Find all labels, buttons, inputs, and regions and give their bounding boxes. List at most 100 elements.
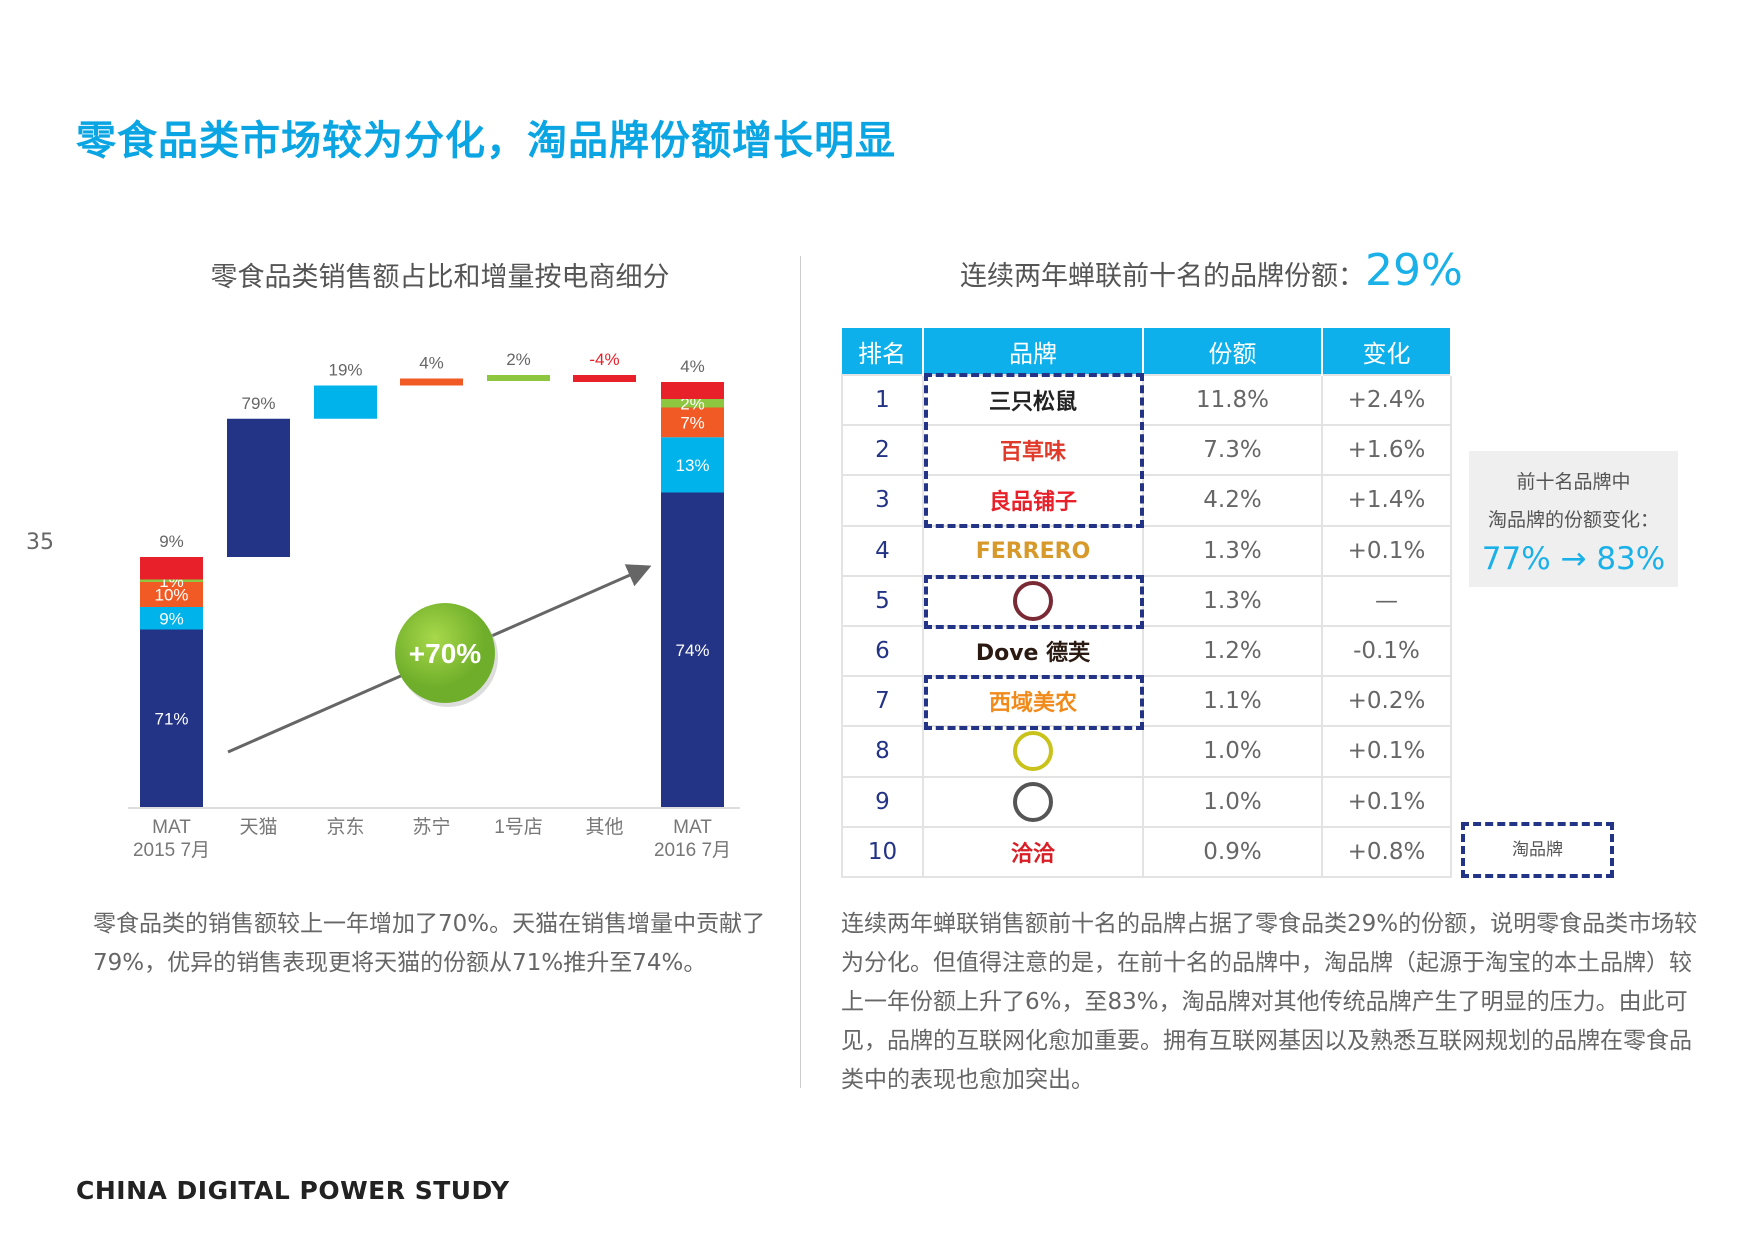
header-brand: 品牌 — [923, 328, 1144, 375]
right-title: 连续两年蝉联前十名的品牌份额：29% — [960, 245, 1463, 296]
rank-cell: 4 — [841, 524, 924, 577]
x-tick-label: 苏宁 — [412, 816, 450, 838]
bar-increment — [227, 418, 290, 557]
bar-segment-end — [661, 407, 724, 438]
bar-segment-end — [661, 399, 724, 408]
change-cell: +2.4% — [1321, 373, 1452, 427]
change-cell: -0.1% — [1321, 624, 1452, 678]
brand-logo-icon: 洽洽 — [1010, 841, 1055, 867]
brand-table: 排名 品牌 份额 变化 1 三只松鼠 11.8% +2.4% 2 百草味 7.3%… — [841, 328, 1452, 878]
bar-segment-end — [661, 437, 724, 493]
header-share: 份额 — [1143, 328, 1323, 375]
share-cell: 1.3% — [1142, 524, 1323, 577]
rank-cell: 6 — [841, 624, 924, 678]
rank-cell: 3 — [841, 474, 924, 527]
brand-logo-icon — [1013, 731, 1053, 772]
brand-logo-cell: 百草味 — [922, 424, 1144, 477]
tao-brand-legend: 淘品牌 — [1461, 822, 1614, 878]
page-number: 35 — [26, 530, 54, 555]
footer: CHINA DIGITAL POWER STUDY — [76, 1176, 510, 1205]
rank-cell: 8 — [841, 725, 924, 778]
brand-logo-icon: Dove 德芙 — [975, 641, 1091, 667]
bar-segment-start — [140, 629, 203, 807]
bar-segment-start — [140, 607, 203, 630]
data-label: 4% — [419, 354, 444, 373]
table-row: 8 1.0% +0.1% — [841, 725, 1452, 778]
rank-cell: 7 — [841, 675, 924, 728]
data-label: 4% — [680, 357, 705, 376]
share-cell: 4.2% — [1142, 474, 1323, 527]
rank-cell: 2 — [841, 424, 924, 477]
table-row: 9 1.0% +0.1% — [841, 775, 1452, 828]
table-row: 1 三只松鼠 11.8% +2.4% — [841, 373, 1452, 427]
tao-brand-summary-box: 前十名品牌中 淘品牌的份额变化： 77% → 83% — [1469, 451, 1678, 587]
rank-cell: 1 — [841, 373, 924, 427]
header-change: 变化 — [1322, 328, 1452, 375]
table-row: 10 洽洽 0.9% +0.8% — [841, 825, 1452, 878]
table-header: 排名 品牌 份额 变化 — [842, 328, 1452, 375]
right-title-value: 29% — [1365, 245, 1463, 296]
brand-logo-icon: 三只松鼠 — [988, 390, 1077, 416]
brand-logo-icon: 西域美农 — [988, 691, 1077, 717]
header-rank: 排名 — [842, 328, 924, 375]
waterfall-chart: 71%9%10%1%9%79%19% 4% 2% -4%74%13%7%2%4%MAT… — [128, 350, 740, 861]
data-label: 79% — [241, 394, 275, 413]
x-tick-label: 2015 7月 — [133, 840, 210, 861]
share-cell: 1.3% — [1142, 574, 1323, 627]
brand-logo-cell: 洽洽 — [922, 825, 1144, 878]
rank-cell: 10 — [841, 825, 924, 878]
table-row: 2 百草味 7.3% +1.6% — [841, 424, 1452, 477]
x-tick-label: 2016 7月 — [654, 840, 731, 861]
brand-logo-cell: Dove 德芙 — [922, 624, 1144, 678]
brand-logo-icon: 百草味 — [999, 440, 1066, 466]
data-label: 9% — [159, 532, 184, 551]
growth-label: +70% — [409, 638, 481, 669]
change-cell: +0.8% — [1321, 825, 1452, 878]
paragraph-left: 零食品类的销售额较上一年增加了70%。天猫在销售增量中贡献了79%，优异的销售表… — [93, 911, 766, 976]
data-label: 10% — [154, 586, 188, 605]
divider — [800, 256, 801, 1088]
summary-value: 77% → 83% — [1481, 541, 1666, 577]
x-tick-label: MAT — [673, 817, 712, 838]
share-cell: 1.2% — [1142, 624, 1323, 678]
brand-logo-cell: 三只松鼠 — [922, 373, 1144, 427]
data-label: 9% — [159, 609, 184, 628]
bar-segment-end — [661, 382, 724, 399]
change-cell: +0.2% — [1321, 675, 1452, 728]
brand-logo-cell: FERRERO — [922, 524, 1144, 577]
data-label: 71% — [154, 709, 188, 728]
bar-increment — [400, 378, 463, 386]
bar-increment — [487, 375, 550, 381]
bar-increment — [314, 385, 377, 419]
share-cell: 7.3% — [1142, 424, 1323, 477]
data-label: -4% — [589, 350, 619, 369]
x-tick-label: 其他 — [585, 816, 623, 838]
table-row: 3 良品铺子 4.2% +1.4% — [841, 474, 1452, 527]
share-cell: 1.1% — [1142, 675, 1323, 728]
brand-logo-icon — [1013, 580, 1053, 621]
page-title: 零食品类市场较为分化，淘品牌份额增长明显 — [76, 118, 896, 164]
brand-logo-icon — [1013, 781, 1053, 822]
data-label: 2% — [506, 350, 531, 369]
data-label: 19% — [328, 361, 362, 380]
x-tick-label: MAT — [152, 817, 191, 838]
paragraph-right: 连续两年蝉联销售额前十名的品牌占据了零食品类29%的份额，说明零食品类市场较为分… — [841, 911, 1698, 1093]
x-tick-label: 天猫 — [239, 816, 277, 838]
data-label: 74% — [675, 641, 709, 660]
share-cell: 1.0% — [1142, 725, 1323, 778]
summary-line2: 淘品牌的份额变化： — [1487, 509, 1659, 531]
brand-logo-cell: 良品铺子 — [922, 474, 1144, 527]
bar-segment-start — [140, 579, 203, 582]
bar-segment-start — [140, 557, 203, 580]
chart-title: 零食品类销售额占比和增量按电商细分 — [210, 262, 670, 293]
growth-bubble — [395, 603, 495, 703]
change-cell: +0.1% — [1321, 775, 1452, 828]
x-tick-label: 京东 — [326, 816, 364, 838]
brand-logo-cell — [922, 775, 1144, 828]
table-row: 7 西域美农 1.1% +0.2% — [841, 675, 1452, 728]
brand-logo-icon: 良品铺子 — [988, 490, 1077, 516]
rank-cell: 5 — [841, 574, 924, 627]
change-cell: — — [1321, 574, 1452, 627]
brand-logo-cell — [922, 725, 1144, 778]
x-tick-label: 1号店 — [494, 816, 543, 838]
